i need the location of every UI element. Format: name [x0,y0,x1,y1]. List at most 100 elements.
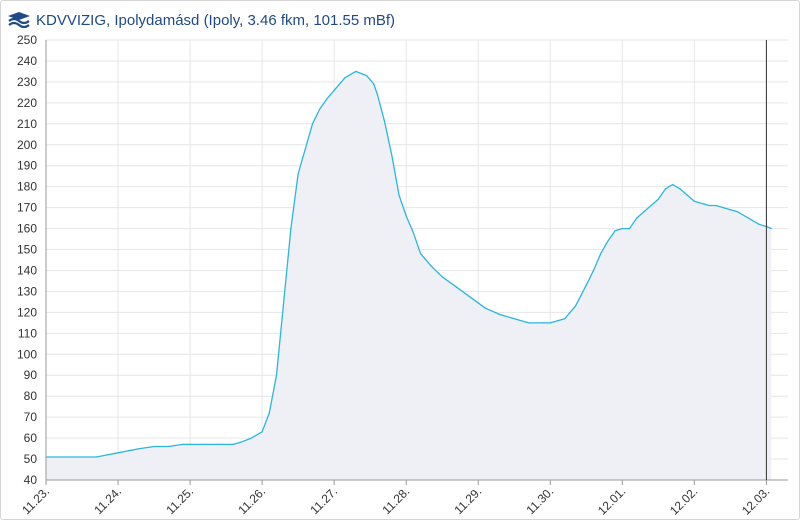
level-series-line [46,70,772,458]
data-point [564,318,566,320]
data-point [643,211,645,213]
data-point [333,89,335,91]
data-point [700,202,703,205]
data-point [290,227,292,230]
data-point [600,253,602,255]
data-point [715,204,717,207]
y-tick-label: 200 [17,138,37,152]
chart-title: KDVVIZIG, Ipolydamásd (Ipoly, 3.46 fkm, … [36,11,396,29]
data-point [441,276,443,278]
data-point [304,148,306,150]
y-tick-label: 110 [18,326,37,340]
y-tick-label: 240 [17,54,37,68]
data-point [218,443,220,445]
data-point [585,284,587,286]
y-tick-label: 140 [17,263,37,277]
y-tick-label: 50 [24,452,38,466]
data-point [391,154,393,156]
y-tick-label: 70 [24,410,38,424]
data-point [239,441,242,443]
data-point [250,437,252,439]
y-tick-label: 120 [17,305,37,319]
y-tick-label: 190 [17,159,37,173]
data-point [275,374,278,376]
data-point [398,194,400,196]
y-tick-label: 100 [17,347,37,361]
data-point [679,188,681,190]
data-point [203,443,206,445]
data-point [499,313,501,316]
data-point [542,322,544,324]
y-tick-label: 40 [24,473,38,487]
data-point [153,445,155,448]
data-point [412,232,414,234]
data-point [128,450,130,452]
data-point [770,227,773,230]
data-point [614,230,616,232]
data-points [45,70,773,458]
data-point [376,93,378,96]
data-point [736,211,739,213]
x-tick-label: 11.23. [19,484,52,517]
data-point [722,207,724,209]
data-point [297,173,299,175]
data-point [67,456,69,458]
data-point [628,227,631,230]
y-tick-label: 130 [17,284,37,298]
x-tick-label: 12.02. [667,484,700,517]
x-tick-label: 11.26. [235,484,268,517]
data-point [283,301,285,303]
x-tick-labels: 11.23. 11.24. 11.25. 11.26. 11.27. 11.28. 11.2… [19,484,772,517]
data-point [650,204,652,207]
data-point [664,188,667,190]
data-point [758,223,760,225]
data-point [751,219,753,221]
x-tick-label: 12.03. [739,484,772,517]
data-point [513,318,515,320]
x-tick-label: 11.28. [379,484,412,517]
data-point [528,322,530,324]
data-point [311,123,314,125]
y-tick-label: 60 [24,431,38,445]
data-point [657,198,659,200]
x-tick-label: 11.29. [451,484,484,517]
y-tick-labels: 40 50 60 70 80 90 100 110 120 130 140 150 160 170 180 1… [17,33,37,487]
y-tick-label: 150 [17,243,37,257]
y-tick-label: 170 [17,201,37,215]
y-tick-label: 220 [17,96,37,110]
data-point [167,445,170,448]
data-point [106,454,108,456]
data-point [592,269,595,272]
data-point [326,98,328,100]
data-point [139,447,141,450]
x-tick-label: 11.30. [524,484,557,517]
data-point [261,431,263,433]
data-point [693,200,695,202]
data-point [574,305,577,307]
data-point [729,209,731,211]
x-tick-label: 12.01. [595,484,628,517]
data-point [621,227,623,230]
data-point [686,194,688,196]
data-point [470,297,472,299]
data-point [744,215,746,217]
data-point [301,160,303,163]
y-tick-label: 160 [17,222,37,236]
data-point [355,70,357,73]
data-point [95,456,98,458]
data-point [373,83,375,85]
chart-header: KDVVIZIG, Ipolydamásd (Ipoly, 3.46 fkm, … [6,8,395,32]
data-point [365,75,368,77]
data-point [484,307,487,309]
data-point [182,443,184,445]
data-point [420,253,422,255]
y-tick-label: 250 [17,33,37,47]
data-point [319,108,321,110]
x-tick-label: 11.25. [163,484,196,517]
kdvvizig-wave-logo-icon [8,12,30,29]
data-point [117,452,119,454]
data-point [383,121,386,123]
data-point [456,286,458,288]
data-point [708,204,710,207]
